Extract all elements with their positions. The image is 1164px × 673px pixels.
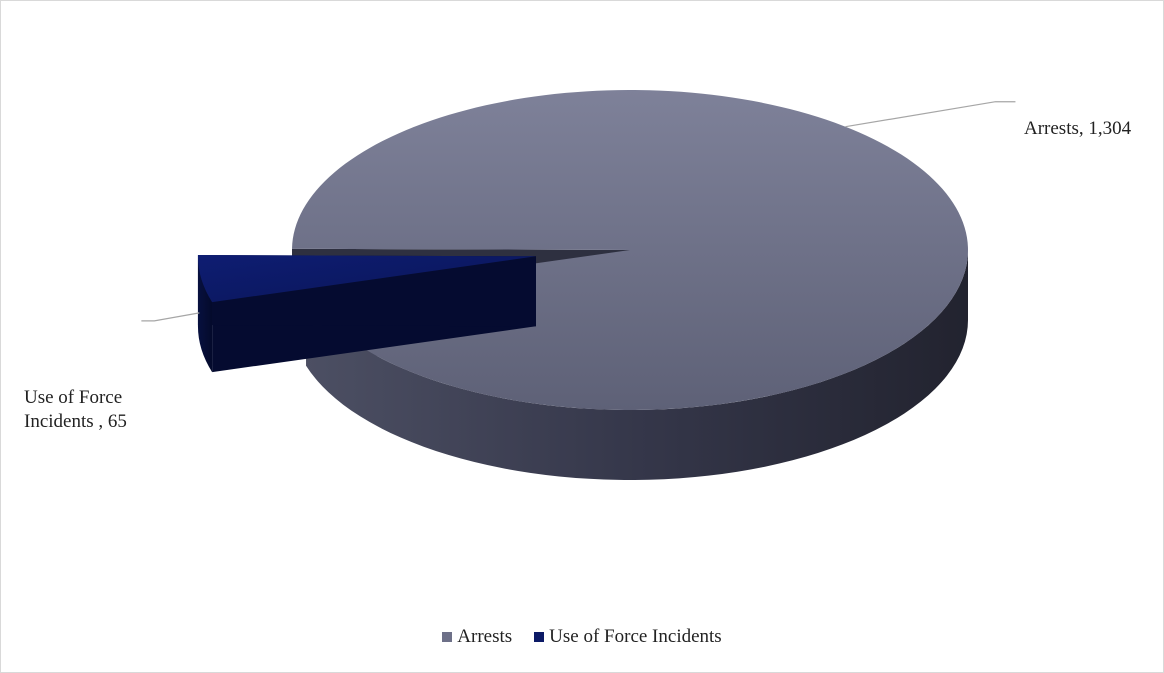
data-label-arrests: Arrests, 1,304 [1024, 118, 1132, 139]
leader-line-arrests [845, 101, 1016, 128]
legend-item-arrests: Arrests [442, 626, 512, 648]
pie-slice-use-of-force [197, 255, 536, 373]
legend-label-use-of-force: Use of Force Incidents [549, 626, 722, 647]
legend-swatch-use-of-force [534, 632, 545, 642]
data-label-use-of-force: Use of Force Incidents , 65 [24, 387, 127, 432]
leader-line-use-of-force [141, 312, 200, 322]
legend-swatch-arrests [442, 632, 453, 642]
legend-label-arrests: Arrests [457, 626, 513, 647]
chart-legend: Arrests Use of Force Incidents [0, 626, 1164, 648]
legend-item-use-of-force: Use of Force Incidents [534, 626, 722, 648]
